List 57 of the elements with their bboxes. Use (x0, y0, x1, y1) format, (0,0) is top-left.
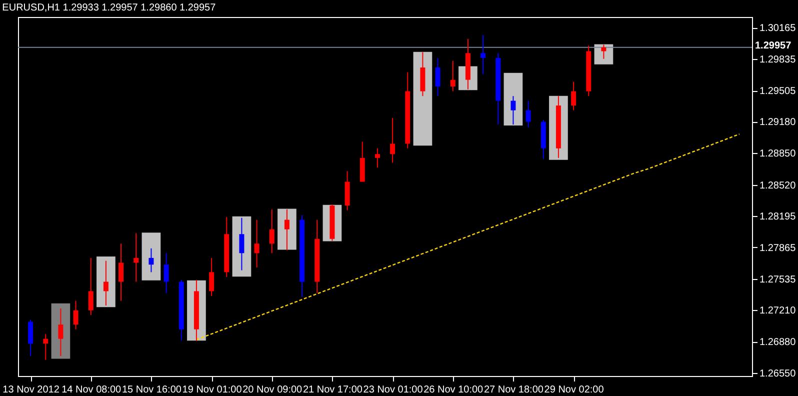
candlestick (344, 170, 350, 211)
line-series (196, 134, 740, 340)
x-tick-label: 15 Nov 16:00 (122, 384, 182, 396)
candlestick (73, 300, 78, 330)
y-tick-label: 1.28850 (760, 148, 796, 160)
x-tick-label: 27 Nov 18:00 (484, 384, 544, 396)
candlestick (118, 243, 124, 302)
candlestick (164, 252, 169, 294)
candlestick (284, 208, 290, 251)
y-tick-label: 1.27210 (760, 306, 796, 317)
x-tick-label: 23 Nov 01:00 (363, 384, 424, 396)
candlestick (420, 52, 426, 97)
candlestick (209, 257, 214, 296)
candlestick (269, 208, 274, 254)
chart-title: EURUSD,H1 1.29933 1.29957 1.29860 1.29957 (2, 2, 216, 14)
candlestick (510, 96, 516, 126)
candlestick (103, 260, 108, 306)
candlestick (239, 217, 244, 271)
candlestick (526, 100, 531, 128)
candlestick (254, 219, 260, 268)
y-tick-label: 1.26880 (760, 337, 796, 348)
y-tick-label: 1.29835 (760, 54, 796, 66)
y-tick-label: 1.27865 (760, 242, 796, 254)
x-tick-label: 19 Nov 01:00 (182, 384, 242, 396)
candlestick (28, 319, 34, 357)
candlestick (390, 117, 396, 164)
candlestick (450, 60, 456, 92)
x-tick-label: 29 Nov 02:00 (544, 384, 604, 396)
bar (504, 72, 523, 126)
y-tick-label: 1.29505 (760, 86, 796, 98)
y-tick-label: 1.28195 (760, 211, 796, 222)
candlestick (571, 81, 576, 111)
bar (278, 208, 296, 250)
x-tick-label: 14 Nov 08:00 (62, 384, 122, 396)
candlestick (58, 308, 64, 357)
y-tick-label: 1.30165 (760, 23, 796, 34)
candlestick (148, 248, 154, 273)
candlestick (88, 257, 94, 316)
bar (413, 52, 432, 146)
bar (96, 256, 116, 308)
candlestick (435, 57, 440, 97)
y-tick-label: 1.27535 (760, 274, 796, 286)
y-tick-label: 1.29180 (760, 117, 796, 128)
x-tick-label: 26 Nov 10:00 (424, 384, 484, 396)
candlestick (43, 334, 48, 360)
x-tick-label: 21 Nov 17:00 (302, 384, 363, 396)
candlestick (374, 148, 380, 168)
y-tick-label: 1.26550 (760, 368, 796, 380)
x-tick-label: 13 Nov 2012 (2, 384, 60, 396)
candlestick (134, 232, 139, 282)
candlestick (601, 44, 606, 60)
ref-line-label: 1.29957 (755, 40, 792, 52)
bar (142, 232, 161, 280)
y-tick-label: 1.28520 (760, 180, 796, 192)
candlestick (360, 141, 365, 182)
x-tick-label: 20 Nov 09:00 (242, 384, 303, 396)
candlestick (480, 34, 486, 75)
